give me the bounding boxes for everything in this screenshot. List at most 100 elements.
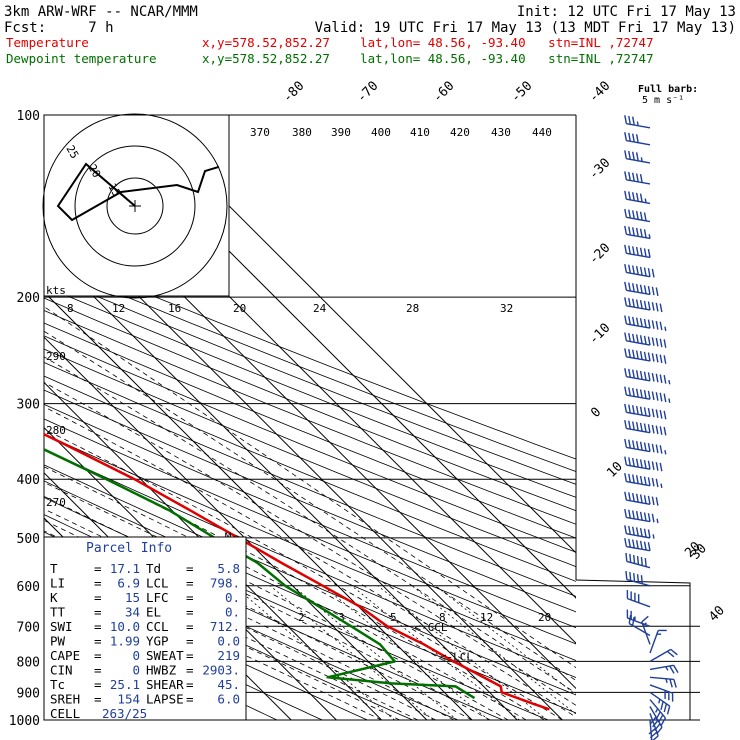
isotherm-label: -50 bbox=[508, 79, 535, 106]
wind-barb-flag bbox=[659, 410, 663, 419]
wind-barb-half bbox=[640, 157, 643, 162]
wind-barb-flag bbox=[635, 299, 639, 308]
wind-barb-flag bbox=[631, 265, 635, 274]
wind-barb-flag bbox=[635, 405, 639, 415]
wind-barb-flag bbox=[659, 321, 663, 331]
parcel-value: 25.1 bbox=[110, 677, 140, 692]
mixing-ratio-label-lower: 12 bbox=[480, 611, 493, 624]
wind-barb-flag bbox=[631, 298, 635, 308]
wind-barb-flag bbox=[639, 475, 643, 485]
wind-barb-flag bbox=[639, 284, 643, 294]
parcel-key: CCL bbox=[146, 619, 169, 634]
pressure-label: 400 bbox=[17, 473, 40, 488]
wind-barb-flag bbox=[663, 339, 667, 348]
wind-barb-flag bbox=[643, 267, 647, 277]
wind-barb-flag bbox=[640, 575, 643, 584]
wind-barb-flag bbox=[639, 406, 643, 416]
wind-barb bbox=[624, 368, 671, 385]
wind-barb-flag bbox=[651, 424, 655, 434]
wind-barb-flag bbox=[631, 510, 635, 519]
wind-barb-flag bbox=[647, 268, 651, 277]
parcel-key: SWEAT bbox=[146, 648, 184, 663]
parcel-value: 2903. bbox=[202, 663, 240, 678]
wind-barb-flag bbox=[628, 333, 631, 342]
wind-barb-flag bbox=[639, 494, 643, 504]
wind-barb-flag bbox=[631, 349, 635, 359]
parcel-value: 0 bbox=[132, 663, 140, 678]
wind-barb-flag bbox=[655, 478, 659, 488]
model-title: 3km ARW-WRF -- NCAR/MMM bbox=[4, 4, 198, 20]
wind-barb-flag bbox=[631, 283, 635, 292]
parcel-key: Td bbox=[146, 561, 161, 576]
parcel-key: LCL bbox=[146, 576, 169, 591]
parcel-value: 5.8 bbox=[217, 561, 240, 576]
wind-barb bbox=[649, 706, 663, 735]
wind-barb bbox=[649, 676, 677, 688]
wind-barb-flag bbox=[666, 650, 675, 658]
theta-label: 380 bbox=[292, 126, 312, 139]
parcel-key: PW bbox=[50, 634, 66, 649]
theta-label-left: 280 bbox=[46, 424, 66, 437]
wind-barb-flag bbox=[639, 300, 643, 309]
wind-barb-flag bbox=[624, 473, 628, 482]
moist-adiabat bbox=[44, 466, 527, 720]
wind-barb-flag bbox=[631, 227, 635, 236]
wind-barb bbox=[624, 263, 655, 278]
wind-barb-flag bbox=[659, 303, 663, 313]
parcel-eq: = bbox=[94, 648, 102, 663]
wind-barb bbox=[649, 664, 679, 674]
dry-adiabat bbox=[44, 448, 576, 678]
wind-barb-flag bbox=[643, 318, 647, 328]
wind-barb bbox=[624, 525, 655, 539]
wind-barb-flag bbox=[647, 513, 651, 522]
wind-barb-flag bbox=[643, 528, 647, 538]
parcel-key: SREH bbox=[50, 692, 80, 707]
wind-barb-flag bbox=[631, 210, 635, 219]
wind-barb-flag bbox=[635, 440, 639, 450]
wind-barb-flag bbox=[647, 372, 651, 381]
wind-barb bbox=[624, 315, 667, 331]
dry-adiabat bbox=[44, 403, 576, 629]
parcel-eq: = bbox=[186, 561, 194, 576]
wind-barb bbox=[624, 538, 651, 552]
wind-barb-flag bbox=[655, 337, 659, 347]
barb-legend-title: Full barb: bbox=[638, 84, 698, 95]
wind-barb-flag bbox=[628, 473, 631, 483]
wind-barb-flag bbox=[647, 495, 651, 505]
wind-barb-flag bbox=[649, 731, 658, 739]
parcel-eq: = bbox=[186, 619, 194, 634]
wind-barb-flag bbox=[635, 173, 639, 182]
wind-barb bbox=[625, 552, 651, 569]
wind-barb-flag bbox=[666, 705, 671, 715]
wind-barb-half bbox=[665, 666, 669, 671]
wind-barb-flag bbox=[639, 370, 643, 380]
wind-barb-flag bbox=[628, 439, 631, 449]
wind-barb-flag bbox=[635, 317, 639, 327]
wind-barb-flag bbox=[635, 422, 639, 431]
wind-barb-half bbox=[655, 708, 659, 713]
wind-barb-flag bbox=[643, 442, 647, 451]
isotherm-label: -40 bbox=[586, 79, 613, 106]
parcel-eq: = bbox=[186, 605, 194, 620]
dry-adiabat bbox=[44, 361, 576, 582]
wind-barb-flag bbox=[631, 369, 635, 379]
wind-barb bbox=[626, 609, 651, 627]
wind-barb-flag bbox=[635, 283, 639, 293]
wind-barb-flag bbox=[631, 246, 635, 255]
wind-barb-flag bbox=[631, 316, 635, 326]
wind-barb-flag bbox=[624, 456, 628, 466]
wind-barb-flag bbox=[639, 540, 643, 550]
dry-adiabat bbox=[44, 261, 576, 473]
wind-barb-flag bbox=[624, 332, 628, 341]
wind-barb bbox=[649, 699, 667, 726]
wind-barb-flag bbox=[624, 348, 628, 357]
wind-barb-flag bbox=[655, 444, 659, 454]
wind-barb-flag bbox=[663, 410, 667, 420]
wind-barb-flag bbox=[655, 353, 659, 363]
dry-adiabat bbox=[44, 389, 576, 613]
wind-barb-flag bbox=[652, 735, 659, 740]
wind-barb-flag bbox=[643, 248, 647, 257]
wind-barb-flag bbox=[651, 408, 655, 418]
wind-barb bbox=[624, 281, 659, 296]
parcel-key: K bbox=[50, 590, 58, 605]
